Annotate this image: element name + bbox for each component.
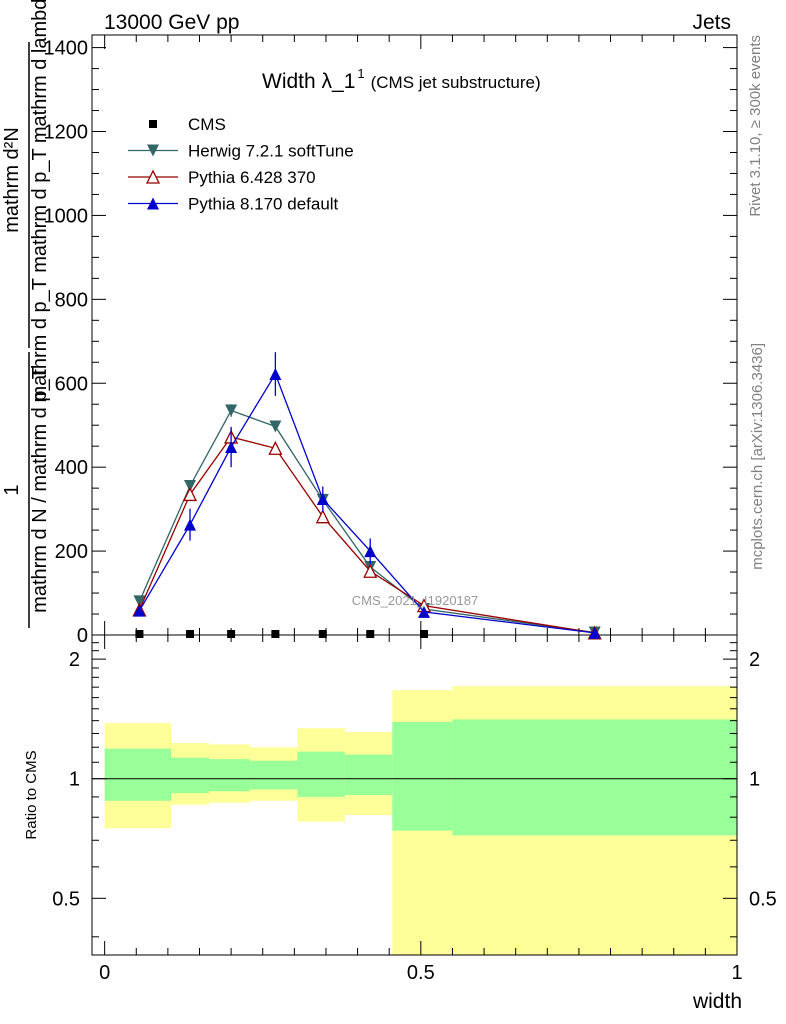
data-point-pythia8: [133, 604, 146, 617]
ratio-band-inner: [250, 760, 298, 790]
title-sup: 1: [357, 66, 364, 81]
ratio-y-axis-label: Ratio to CMS: [23, 750, 40, 839]
ratio-band-inner: [297, 751, 345, 797]
data-point-pythia8: [316, 493, 329, 506]
legend-item-pythia6: Pythia 6.428 370: [128, 168, 316, 187]
y-tick-label: 1200: [44, 122, 89, 144]
data-point-pythia6: [268, 440, 283, 455]
y-tick-label: 800: [55, 289, 88, 311]
header-left: 13000 GeV pp: [104, 11, 239, 34]
legend-swatch-marker: [147, 197, 159, 210]
side-label-rivet: Rivet 3.1.10, ≥ 300k events: [747, 35, 764, 217]
main-y-axis-label: 1 mathrm d N / mathrm d p_T mathrm d²N m…: [1, 0, 51, 628]
series-pythia8: [133, 352, 601, 639]
legend-swatch-marker: [149, 120, 157, 128]
ratio-band-inner: [171, 757, 209, 794]
data-point-pythia8: [184, 518, 197, 531]
ylabel-numerator: mathrm d²N: [1, 127, 23, 233]
side-label-mcplots: mcplots.cern.ch [arXiv:1306.3436]: [749, 343, 766, 570]
ylabel-denominator: mathrm d p_T mathrm d p_T mathrm d lambd…: [29, 0, 51, 402]
data-point-pythia6: [315, 509, 330, 524]
data-point-pythia8: [364, 545, 377, 558]
series-pythia6: [132, 428, 602, 640]
data-point-pythia8: [417, 605, 430, 618]
data-point-cms: [419, 630, 428, 638]
ratio-y-tick-label-right: 0.5: [749, 888, 777, 910]
watermark: CMS_2021_I1920187: [352, 593, 479, 608]
main-y-ticks: 0 200 400 600 800 1000 1200 1400: [44, 38, 737, 647]
x-tick-label: 1: [731, 962, 742, 984]
ratio-band-inner: [208, 759, 251, 792]
series-layer: [132, 352, 602, 640]
data-point-cms: [318, 630, 327, 638]
series-line-pythia6: [138, 436, 595, 634]
legend-label: CMS: [188, 115, 226, 134]
data-point-herwig: [133, 595, 146, 608]
data-point-pythia8: [588, 626, 601, 639]
data-point-herwig: [225, 404, 238, 417]
data-point-cms: [366, 630, 375, 638]
legend-swatch-marker: [147, 144, 159, 157]
ratio-band-inner: [344, 754, 393, 795]
ratio-y-tick-label: 1: [69, 769, 80, 791]
ylabel-one: 1: [1, 484, 23, 495]
ratio-y-tick-label: 0.5: [52, 888, 80, 910]
data-point-pythia8: [225, 441, 238, 454]
y-tick-label: 0: [77, 625, 88, 647]
data-point-herwig: [184, 480, 197, 493]
title-main: Width λ_1: [262, 70, 355, 93]
data-point-cms: [227, 630, 236, 638]
ratio-band-inner: [104, 748, 172, 801]
header-right: Jets: [692, 11, 731, 34]
data-point-cms: [135, 630, 144, 638]
legend-label: Herwig 7.2.1 softTune: [188, 142, 354, 161]
legend-swatch-marker: [145, 169, 161, 184]
legend-item-cms: CMS: [149, 115, 226, 134]
data-point-cms: [271, 630, 280, 638]
y-tick-label: 400: [55, 457, 88, 479]
title-suffix: (CMS jet substructure): [371, 73, 541, 92]
legend-item-pythia8: Pythia 8.170 default: [128, 195, 339, 214]
legend-label: Pythia 8.170 default: [188, 195, 339, 214]
ratio-y-tick-label: 2: [69, 649, 80, 671]
ratio-band-inner: [392, 721, 453, 831]
x-tick-label: 0.5: [407, 962, 435, 984]
data-point-cms: [186, 630, 195, 638]
ratio-y-tick-label-right: 2: [749, 649, 760, 671]
ratio-band-inner: [452, 719, 737, 836]
series-line-pythia8: [138, 372, 595, 634]
legend-item-herwig: Herwig 7.2.1 softTune: [128, 142, 354, 161]
legend: CMS Herwig 7.2.1 softTune Pythia 6.428 370…: [128, 115, 354, 214]
ratio-plot-frame: [91, 634, 738, 956]
data-point-herwig: [269, 420, 282, 433]
ratio-y-tick-label-right: 1: [749, 769, 760, 791]
chart-title: Width λ_1 1 (CMS jet substructure): [262, 66, 541, 93]
data-point-pythia8: [269, 368, 282, 381]
y-tick-label: 1400: [44, 38, 89, 60]
data-point-pythia6: [182, 486, 198, 502]
y-tick-label: 1000: [44, 205, 89, 227]
ylabel-prefix-den: mathrm d N / mathrm d p_T: [29, 367, 51, 613]
x-tick-label: 0: [99, 962, 110, 984]
y-tick-label: 600: [55, 373, 88, 395]
series-cms: [135, 630, 428, 638]
legend-label: Pythia 6.428 370: [188, 168, 316, 187]
y-tick-label: 200: [55, 541, 88, 563]
ratio-bands: [104, 686, 737, 955]
data-point-pythia6: [363, 563, 378, 578]
x-axis-label: width: [692, 990, 742, 1013]
ratio-ticks: 0.5 0.5 1 1 2 2: [52, 642, 777, 938]
